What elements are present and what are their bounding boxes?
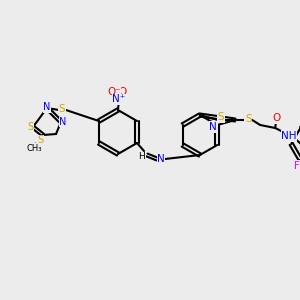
Text: N⁺: N⁺ xyxy=(112,94,126,104)
Text: O⁻: O⁻ xyxy=(107,87,121,97)
Text: S: S xyxy=(37,135,43,145)
Text: H: H xyxy=(139,152,145,161)
Text: S: S xyxy=(245,114,251,124)
Text: CH₃: CH₃ xyxy=(26,143,42,152)
Text: O: O xyxy=(119,87,127,97)
Text: O: O xyxy=(272,113,280,123)
Text: S: S xyxy=(59,104,65,114)
Text: N: N xyxy=(157,154,165,164)
Text: S: S xyxy=(27,122,33,132)
Text: N: N xyxy=(59,117,67,127)
Text: NH: NH xyxy=(281,131,297,141)
Text: N: N xyxy=(43,102,51,112)
Text: N: N xyxy=(209,122,217,132)
Text: S: S xyxy=(218,112,224,122)
Text: F: F xyxy=(294,160,300,171)
